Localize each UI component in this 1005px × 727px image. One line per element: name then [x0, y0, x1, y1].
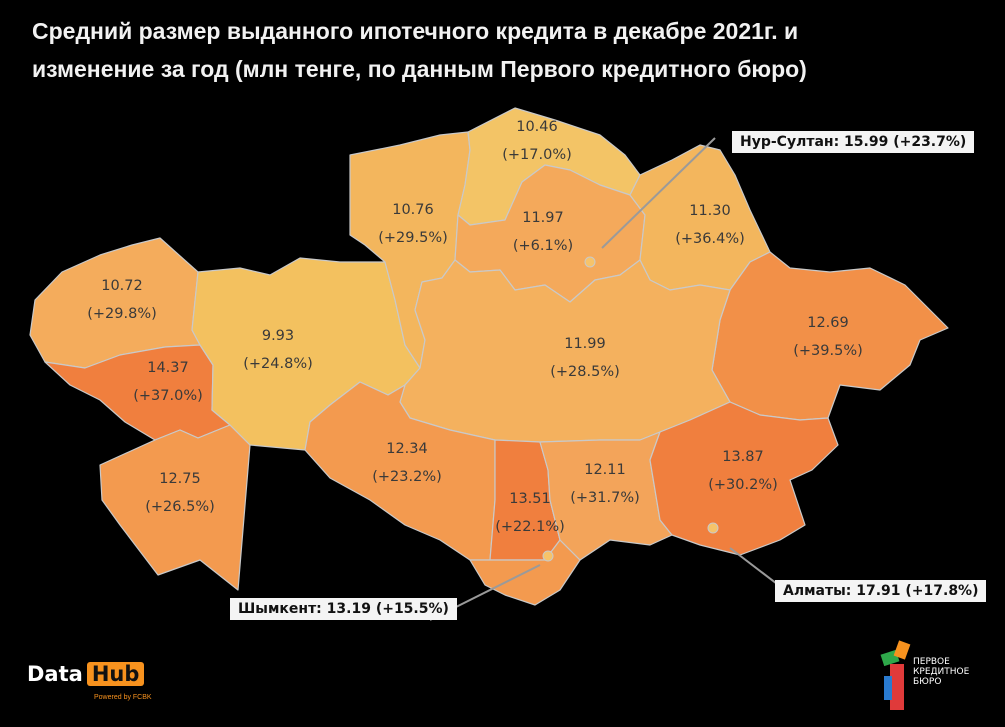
- region-value-label: 11.97: [522, 210, 564, 226]
- region-value-label: 10.76: [392, 202, 434, 218]
- region-change-label: (+22.1%): [495, 519, 565, 535]
- region-change-label: (+37.0%): [133, 388, 203, 404]
- datahub-logo: Data Hub Powered by FCBK: [27, 662, 152, 701]
- pkb-logo-icon: [880, 640, 911, 710]
- region-value-label: 10.72: [101, 278, 143, 294]
- nur-sultan-callout: Нур-Султан: 15.99 (+23.7%): [732, 131, 975, 153]
- region-change-label: (+31.7%): [570, 490, 640, 506]
- region-change-label: (+39.5%): [793, 343, 863, 359]
- shymkent-callout: Шымкент: 13.19 (+15.5%): [230, 598, 457, 620]
- region-change-label: (+17.0%): [502, 147, 572, 163]
- almaty-callout: Алматы: 17.91 (+17.8%): [775, 580, 987, 602]
- pkb-logo: ПЕРВОЕ КРЕДИТНОЕ БЮРО: [880, 640, 995, 712]
- region-south-east[interactable]: [649, 401, 839, 556]
- region-value-label: 12.75: [159, 471, 201, 487]
- region-almaty-region[interactable]: [539, 431, 673, 561]
- region-value-label: 9.93: [262, 328, 294, 344]
- region-change-label: (+26.5%): [145, 499, 215, 515]
- region-kyzylorda[interactable]: [304, 381, 496, 561]
- shymkent-marker[interactable]: [542, 550, 554, 562]
- powered-by-text: Powered by FCBK: [94, 694, 152, 701]
- region-change-label: (+29.8%): [87, 306, 157, 322]
- almaty-marker[interactable]: [707, 522, 719, 534]
- nur-sultan-leader: [601, 137, 716, 249]
- region-change-label: (+30.2%): [708, 477, 778, 493]
- pkb-line-2: КРЕДИТНОЕ: [913, 667, 970, 677]
- pkb-line-1: ПЕРВОЕ: [913, 657, 950, 667]
- title-line-1: Средний размер выданного ипотечного кред…: [32, 18, 799, 44]
- region-east-kazakhstan[interactable]: [711, 251, 949, 421]
- region-value-label: 11.30: [689, 203, 731, 219]
- region-value-label: 12.69: [807, 315, 849, 331]
- region-change-label: (+28.5%): [550, 364, 620, 380]
- region-value-label: 10.46: [516, 119, 558, 135]
- region-value-label: 13.87: [722, 449, 764, 465]
- datahub-hub-badge: Hub: [86, 662, 145, 686]
- region-value-label: 13.51: [509, 491, 551, 507]
- region-value-label: 14.37: [147, 360, 189, 376]
- region-change-label: (+23.2%): [372, 469, 442, 485]
- region-change-label: (+24.8%): [243, 356, 313, 372]
- region-value-label: 12.34: [386, 441, 428, 457]
- region-mangystau[interactable]: [99, 424, 251, 591]
- pkb-line-3: БЮРО: [913, 677, 942, 687]
- chart-title: Средний размер выданного ипотечного кред…: [32, 12, 972, 88]
- pkb-text: ПЕРВОЕ КРЕДИТНОЕ БЮРО: [913, 657, 969, 687]
- region-change-label: (+6.1%): [513, 238, 573, 254]
- title-line-2: изменение за год (млн тенге, по данным П…: [32, 56, 807, 82]
- nur-sultan-marker[interactable]: [584, 256, 596, 268]
- datahub-text: Data: [27, 662, 83, 686]
- region-change-label: (+36.4%): [675, 231, 745, 247]
- region-change-label: (+29.5%): [378, 230, 448, 246]
- region-value-label: 12.11: [584, 462, 626, 478]
- region-value-label: 11.99: [564, 336, 606, 352]
